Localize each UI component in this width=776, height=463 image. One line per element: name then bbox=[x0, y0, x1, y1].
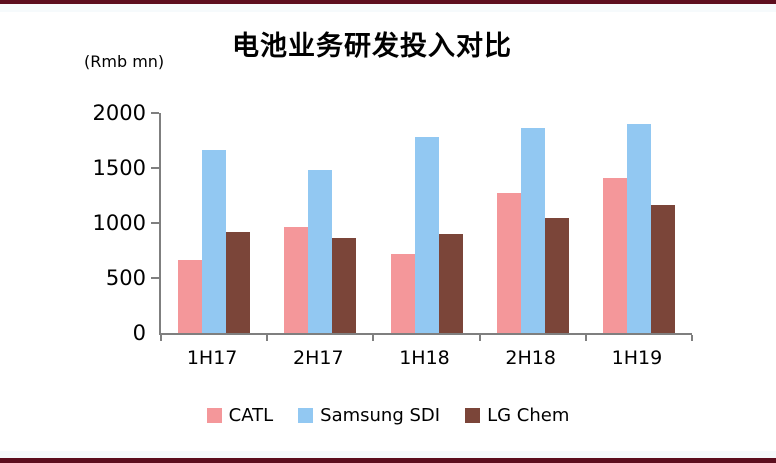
chart-title: 电池业务研发投入对比 bbox=[232, 31, 512, 62]
legend-label-samsung-sdi: Samsung SDI bbox=[320, 405, 441, 426]
x-axis-tick-5 bbox=[691, 335, 693, 341]
x-axis-tick-2 bbox=[372, 335, 375, 341]
y-axis-tick-500 bbox=[151, 277, 159, 279]
bottom-border-line bbox=[0, 458, 776, 463]
bottom-strip bbox=[0, 451, 776, 458]
bar-samsung-sdi-2h17 bbox=[308, 170, 333, 333]
bar-lg-chem-2h17 bbox=[332, 238, 357, 333]
y-axis-label-1500: 1500 bbox=[92, 156, 146, 180]
y-axis-tick-1500 bbox=[151, 167, 159, 169]
x-axis-tick-1 bbox=[266, 335, 269, 341]
bar-catl-1h18 bbox=[390, 253, 415, 333]
legend-item-lg-chem: LG Chem bbox=[465, 405, 569, 426]
bar-samsung-sdi-1h18 bbox=[414, 137, 439, 333]
bar-samsung-sdi-2h18 bbox=[520, 128, 545, 333]
y-axis-label-1000: 1000 bbox=[92, 211, 146, 235]
x-axis-label-1h19: 1H19 bbox=[611, 347, 663, 369]
x-axis-label-1h18: 1H18 bbox=[399, 347, 450, 369]
legend-label-catl: CATL bbox=[228, 405, 274, 426]
legend-swatch-samsung-sdi bbox=[298, 408, 314, 423]
legend-item-catl: CATL bbox=[206, 405, 274, 426]
y-axis-tick-1000 bbox=[151, 222, 159, 224]
legend: CATL Samsung SDI LG Chem bbox=[0, 405, 776, 426]
bar-samsung-sdi-1h19 bbox=[626, 124, 651, 333]
bar-samsung-sdi-1h17 bbox=[202, 150, 227, 333]
top-strip bbox=[0, 4, 776, 12]
plot-area bbox=[151, 112, 693, 341]
bar-lg-chem-1h19 bbox=[650, 205, 675, 333]
top-border-line bbox=[0, 0, 776, 4]
bar-lg-chem-1h17 bbox=[226, 231, 251, 333]
y-axis-unit-label: (Rmb mn) bbox=[84, 52, 165, 71]
x-axis-label-1h17: 1H17 bbox=[186, 347, 238, 369]
bar-catl-1h19 bbox=[602, 177, 627, 333]
x-axis-tick-3 bbox=[478, 335, 481, 341]
y-axis-label-0: 0 bbox=[132, 321, 146, 345]
bar-lg-chem-1h18 bbox=[438, 234, 463, 333]
bar-lg-chem-2h18 bbox=[544, 217, 569, 333]
y-axis-tick-2000 bbox=[151, 112, 159, 114]
bar-catl-2h17 bbox=[284, 227, 309, 333]
x-axis-tick-4 bbox=[584, 335, 587, 341]
legend-label-lg-chem: LG Chem bbox=[487, 405, 570, 426]
y-axis-label-500: 500 bbox=[105, 266, 146, 290]
legend-swatch-lg-chem bbox=[465, 408, 481, 423]
y-axis-label-2000: 2000 bbox=[92, 101, 146, 125]
x-axis-label-2h18: 2H18 bbox=[505, 347, 556, 369]
x-axis-label-2h17: 2H17 bbox=[293, 347, 344, 369]
legend-item-samsung-sdi: Samsung SDI bbox=[298, 405, 440, 426]
bar-catl-2h18 bbox=[496, 193, 521, 333]
bar-catl-1h17 bbox=[178, 260, 203, 333]
legend-swatch-catl bbox=[206, 408, 222, 423]
x-axis-tick-0 bbox=[160, 335, 162, 341]
